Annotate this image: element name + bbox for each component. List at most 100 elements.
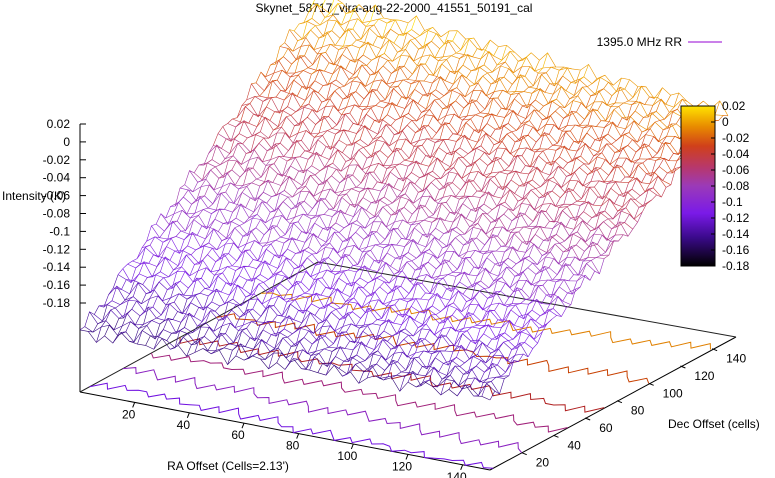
mesh-col bbox=[391, 276, 411, 302]
mesh-col bbox=[145, 320, 165, 346]
mesh-col bbox=[571, 230, 591, 247]
mesh-col bbox=[369, 319, 389, 356]
mesh-col bbox=[522, 210, 542, 246]
mesh-col bbox=[284, 249, 305, 280]
mesh-col bbox=[489, 297, 510, 311]
mesh-col bbox=[136, 223, 157, 259]
mesh-col bbox=[522, 298, 542, 328]
mesh-col bbox=[96, 307, 116, 343]
mesh-col bbox=[210, 153, 230, 171]
mesh-col bbox=[406, 108, 427, 126]
mesh-col bbox=[527, 162, 547, 183]
mesh-col bbox=[484, 261, 504, 289]
mesh-col bbox=[455, 38, 466, 54]
mesh-col bbox=[404, 311, 425, 329]
mesh-col bbox=[191, 169, 211, 205]
mesh-col bbox=[254, 217, 274, 244]
mesh-col bbox=[376, 70, 397, 91]
mesh-col bbox=[473, 296, 493, 315]
z-tick-label: 0 bbox=[63, 135, 70, 149]
mesh-col bbox=[360, 150, 381, 184]
mesh-col bbox=[462, 321, 482, 334]
y-tick-mark bbox=[616, 400, 623, 404]
mesh-col bbox=[469, 51, 490, 87]
x-tick-mark bbox=[186, 412, 190, 418]
mesh-col bbox=[423, 197, 444, 221]
mesh-col bbox=[410, 249, 430, 283]
mesh-col bbox=[519, 243, 539, 276]
mesh-col bbox=[494, 68, 514, 92]
mesh-col bbox=[502, 154, 523, 190]
mesh-col bbox=[218, 143, 239, 179]
mesh-col bbox=[186, 238, 206, 256]
mesh-col bbox=[511, 241, 531, 269]
mesh-col bbox=[434, 345, 455, 358]
mesh-col bbox=[248, 97, 268, 124]
mesh-col bbox=[238, 298, 258, 331]
mesh-col bbox=[333, 80, 353, 112]
mesh-col bbox=[557, 201, 577, 222]
mesh-col bbox=[538, 143, 558, 157]
mesh-col bbox=[439, 113, 460, 140]
mesh-col bbox=[374, 182, 394, 217]
mesh-col bbox=[298, 278, 318, 314]
x-tick-label: 40 bbox=[177, 418, 191, 432]
mesh-col bbox=[467, 342, 488, 374]
mesh-col bbox=[396, 132, 416, 150]
mesh-col bbox=[521, 52, 532, 67]
mesh-col bbox=[390, 181, 411, 216]
mesh-col bbox=[415, 279, 436, 300]
mesh-col bbox=[221, 121, 241, 149]
mesh-col bbox=[566, 274, 586, 309]
x-tick-label: 20 bbox=[122, 407, 136, 421]
mesh-col bbox=[324, 86, 345, 107]
mesh-col bbox=[494, 156, 515, 177]
mesh-col bbox=[131, 292, 151, 310]
mesh-col bbox=[548, 115, 569, 135]
mesh-col bbox=[142, 257, 162, 285]
mesh-col bbox=[321, 20, 342, 48]
x-tick-label: 80 bbox=[286, 439, 300, 453]
mesh-col bbox=[256, 96, 277, 127]
mesh-col bbox=[328, 312, 348, 348]
mesh-col bbox=[369, 244, 389, 270]
mesh-col bbox=[554, 229, 575, 245]
mesh-col bbox=[292, 253, 313, 287]
mesh-col bbox=[148, 289, 168, 308]
contour-line bbox=[150, 352, 568, 433]
mesh-col bbox=[437, 141, 457, 163]
mesh-col bbox=[341, 12, 351, 26]
mesh-col bbox=[226, 153, 247, 173]
mesh-col bbox=[360, 243, 381, 268]
mesh-col bbox=[560, 167, 580, 198]
floor-axes bbox=[79, 124, 737, 471]
mesh-col bbox=[372, 300, 392, 324]
mesh-col bbox=[611, 77, 622, 96]
mesh-col bbox=[287, 231, 307, 250]
mesh-col bbox=[444, 54, 465, 81]
mesh-col bbox=[129, 307, 149, 343]
mesh-col bbox=[112, 308, 132, 344]
mesh-col bbox=[287, 310, 307, 338]
mesh-col bbox=[461, 58, 481, 79]
mesh-col bbox=[541, 197, 561, 212]
mesh-col bbox=[421, 311, 441, 330]
mesh-col bbox=[483, 90, 503, 118]
mesh-col bbox=[617, 101, 637, 128]
mesh-col bbox=[601, 87, 621, 121]
mesh-col bbox=[614, 213, 635, 236]
y-tick-label: 140 bbox=[726, 352, 746, 366]
mesh-col bbox=[341, 266, 362, 294]
y-tick-label: 120 bbox=[694, 369, 714, 383]
mesh-col bbox=[579, 226, 599, 261]
mesh-col bbox=[412, 138, 432, 162]
colorbar-ticks: 0.02 0 -0.02 -0.04 -0.06 -0.08 -0.1 -0.12 -0.14 -… bbox=[711, 99, 750, 273]
mesh-col bbox=[357, 12, 368, 24]
mesh-col bbox=[431, 195, 452, 223]
y-ticks: 20 40 60 80 100 120 140 bbox=[521, 348, 746, 470]
mesh-col bbox=[525, 266, 545, 300]
mesh-col bbox=[443, 258, 463, 279]
mesh-col bbox=[180, 196, 201, 232]
mesh-col bbox=[270, 223, 291, 245]
mesh-col bbox=[530, 221, 550, 242]
